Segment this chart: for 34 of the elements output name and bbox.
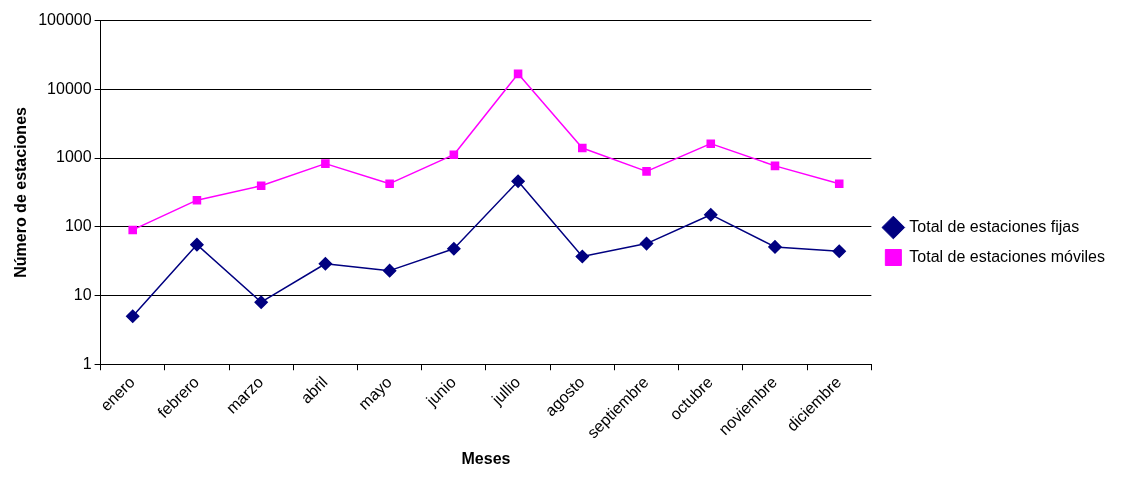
y-axis-title: Número de estaciones bbox=[12, 106, 30, 278]
point bbox=[190, 237, 204, 252]
point bbox=[770, 161, 780, 171]
y-tick-label: 10000 bbox=[47, 79, 92, 97]
point bbox=[834, 179, 844, 188]
point bbox=[382, 263, 397, 278]
point bbox=[575, 249, 590, 264]
y-tick-label: 1 bbox=[82, 354, 92, 372]
point bbox=[447, 241, 461, 256]
point bbox=[318, 256, 333, 271]
y-tick-label: 10 bbox=[73, 285, 92, 303]
y-tick-label: 100000 bbox=[38, 11, 92, 29]
point bbox=[449, 150, 459, 159]
point bbox=[125, 309, 140, 323]
point bbox=[642, 167, 651, 176]
point bbox=[768, 240, 782, 254]
legend-label: Total de estaciones móviles bbox=[909, 247, 1105, 265]
point bbox=[385, 179, 394, 188]
point bbox=[511, 174, 525, 188]
point bbox=[128, 225, 137, 235]
point bbox=[256, 181, 266, 191]
point bbox=[192, 195, 202, 205]
y-tick-label: 100 bbox=[64, 217, 92, 235]
point bbox=[321, 159, 330, 168]
point bbox=[639, 236, 654, 251]
x-axis-title: Meses bbox=[461, 449, 511, 467]
point bbox=[578, 143, 587, 153]
point bbox=[254, 295, 268, 309]
point bbox=[704, 207, 718, 222]
legend-label: Total de estaciones fijas bbox=[909, 217, 1080, 235]
point bbox=[706, 139, 716, 148]
point bbox=[832, 244, 846, 259]
point bbox=[513, 69, 523, 79]
y-tick-label: 1000 bbox=[56, 148, 92, 166]
